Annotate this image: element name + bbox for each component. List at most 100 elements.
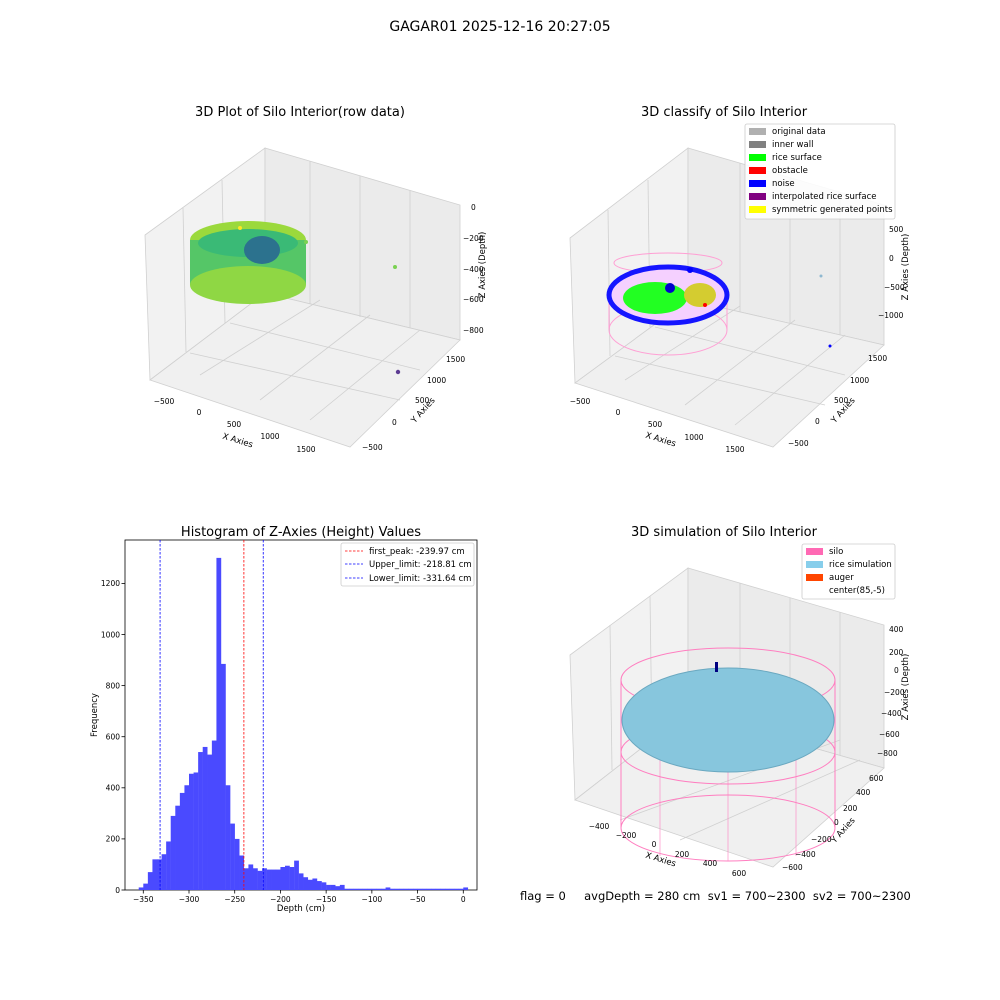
histogram-bar — [257, 870, 263, 890]
histogram-title: Histogram of Z-Axies (Height) Values — [181, 525, 421, 540]
classify-3d-y-tick: 1500 — [868, 354, 887, 363]
histogram-bar — [307, 879, 313, 890]
classify-3d-z-ticks: 500 0 −500 −1000 — [878, 225, 905, 320]
raw-3d-x-tick: 1000 — [260, 432, 279, 441]
histogram-bar — [440, 888, 446, 890]
histogram-bar — [234, 838, 240, 890]
histogram-bar — [275, 869, 281, 890]
classify-3d-x-tick: 1000 — [684, 433, 703, 442]
histogram-y-tick-label: 800 — [106, 681, 121, 690]
histogram-bar — [138, 887, 144, 890]
histogram-x-tick-label: −350 — [133, 895, 154, 904]
histogram-bar — [298, 873, 304, 890]
classify-3d-title: 3D classify of Silo Interior — [641, 105, 808, 120]
histogram-bar — [353, 888, 359, 890]
histogram-bar — [166, 841, 171, 890]
legend-label-original: original data — [772, 127, 826, 137]
raw-3d-axes-box — [144, 147, 461, 448]
histogram-bar — [349, 888, 354, 890]
histogram-bar — [431, 888, 437, 890]
histogram-bar — [225, 785, 231, 890]
legend-label-noise: noise — [772, 179, 795, 189]
histogram-bar — [321, 882, 327, 890]
histogram-bar — [326, 884, 331, 890]
raw-3d-y-tick: 0 — [392, 418, 397, 427]
raw-3d-x-tick: 1500 — [296, 445, 315, 454]
histogram-bar — [239, 855, 245, 890]
histogram-x-tick-label: −300 — [179, 895, 200, 904]
histogram-bar — [358, 888, 363, 890]
simulation-3d-z-tick: 400 — [889, 625, 904, 634]
simulation-3d-x-tick: 600 — [732, 869, 747, 878]
simulation-3d-z-tick: −600 — [879, 730, 900, 739]
histogram-bar — [207, 754, 213, 890]
classify-3d-y-ticks: −500 0 500 1000 1500 — [788, 354, 887, 448]
simulation-3d-y-tick: 400 — [856, 788, 871, 797]
histogram-bar — [280, 867, 286, 890]
histogram-x-tick-label: −50 — [410, 895, 426, 904]
histogram-bar — [157, 859, 162, 890]
legend-label-obstacle: obstacle — [772, 166, 808, 176]
simulation-3d-x-tick: 400 — [703, 859, 718, 868]
histogram-bar — [216, 557, 222, 890]
histogram-x-tick-label: 0 — [461, 895, 466, 904]
simulation-3d-z-ticks: 400 200 0 −200 −400 −600 −800 — [877, 625, 905, 758]
histogram-y-ticks: 0 200 400 600 800 1000 1200 — [101, 579, 125, 895]
raw-3d-z-tick: −800 — [463, 326, 484, 335]
histogram-bar — [152, 859, 158, 890]
classify-3d-legend: original data inner wall rice surface ob… — [744, 123, 896, 220]
raw-3d-z-tick: −600 — [463, 295, 484, 304]
histogram-bar — [408, 888, 414, 890]
histogram-legend: first_peak: -239.97 cm Upper_limit: -218… — [340, 542, 475, 587]
histogram-bar — [243, 868, 249, 890]
histogram-y-tick-label: 1200 — [101, 579, 120, 588]
histogram-bar — [371, 888, 377, 890]
histogram-bar — [385, 887, 391, 890]
simulation-3d-z-label: Z Axies (Depth) — [901, 654, 911, 721]
simulation-3d-title: 3D simulation of Silo Interior — [631, 525, 818, 540]
classify-3d-z-tick: −500 — [884, 283, 905, 292]
simulation-3d-x-tick: −200 — [616, 831, 637, 840]
histogram-bar — [303, 877, 309, 890]
classify-3d-y-tick: −500 — [788, 439, 809, 448]
simulation-3d-x-tick: 0 — [652, 840, 657, 849]
raw-3d-z-tick: −400 — [463, 265, 484, 274]
legend-label-rice-simulation: rice simulation — [829, 560, 892, 570]
simulation-3d-y-ticks: −600 −400 −200 0 200 400 600 — [782, 774, 884, 872]
raw-3d-y-tick: 1000 — [427, 376, 446, 385]
histogram-bar — [262, 868, 267, 890]
histogram-x-tick-label: −250 — [224, 895, 245, 904]
histogram-bar — [211, 740, 217, 890]
histogram-y-tick-label: 600 — [106, 733, 121, 742]
raw-3d-z-label: Z Axies (Depth) — [478, 232, 488, 299]
legend-label-first-peak: first_peak: -239.97 cm — [369, 547, 465, 557]
histogram-lines — [159, 540, 264, 890]
classify-3d-z-label: Z Axies (Depth) — [901, 234, 911, 301]
histogram-bar — [312, 878, 318, 890]
legend-label-symmetric: symmetric generated points — [772, 205, 893, 215]
raw-3d-z-ticks: 0 −200 −400 −600 −800 — [463, 203, 484, 335]
histogram-bar — [449, 888, 455, 890]
simulation-3d-x-ticks: −400 −200 0 200 400 600 — [589, 822, 747, 878]
classify-3d-x-tick: −500 — [570, 397, 591, 406]
histogram-bar — [422, 888, 427, 890]
histogram-y-tick-label: 0 — [115, 886, 120, 895]
histogram-bar — [202, 746, 208, 890]
legend-swatch-auger — [806, 574, 823, 581]
histogram-bar — [147, 872, 153, 890]
histogram-bar — [289, 867, 295, 890]
figure-suptitle: GAGAR01 2025-12-16 20:27:05 — [389, 19, 610, 35]
simulation-3d-y-tick: −200 — [811, 835, 832, 844]
panel-simulation-3d: 3D simulation of Silo Interior −400 −200 — [569, 525, 911, 878]
histogram-bar — [161, 854, 167, 890]
classify-3d-z-tick: 500 — [889, 225, 904, 234]
simulation-3d-z-tick: −800 — [877, 749, 898, 758]
classify-3d-y-tick: 1000 — [850, 376, 869, 385]
histogram-bars — [138, 557, 469, 890]
histogram-x-tick-label: −150 — [316, 895, 337, 904]
legend-label-silo: silo — [829, 547, 843, 557]
histogram-bar — [435, 888, 441, 890]
raw-3d-points — [190, 221, 401, 375]
legend-swatch-noise — [749, 180, 766, 187]
